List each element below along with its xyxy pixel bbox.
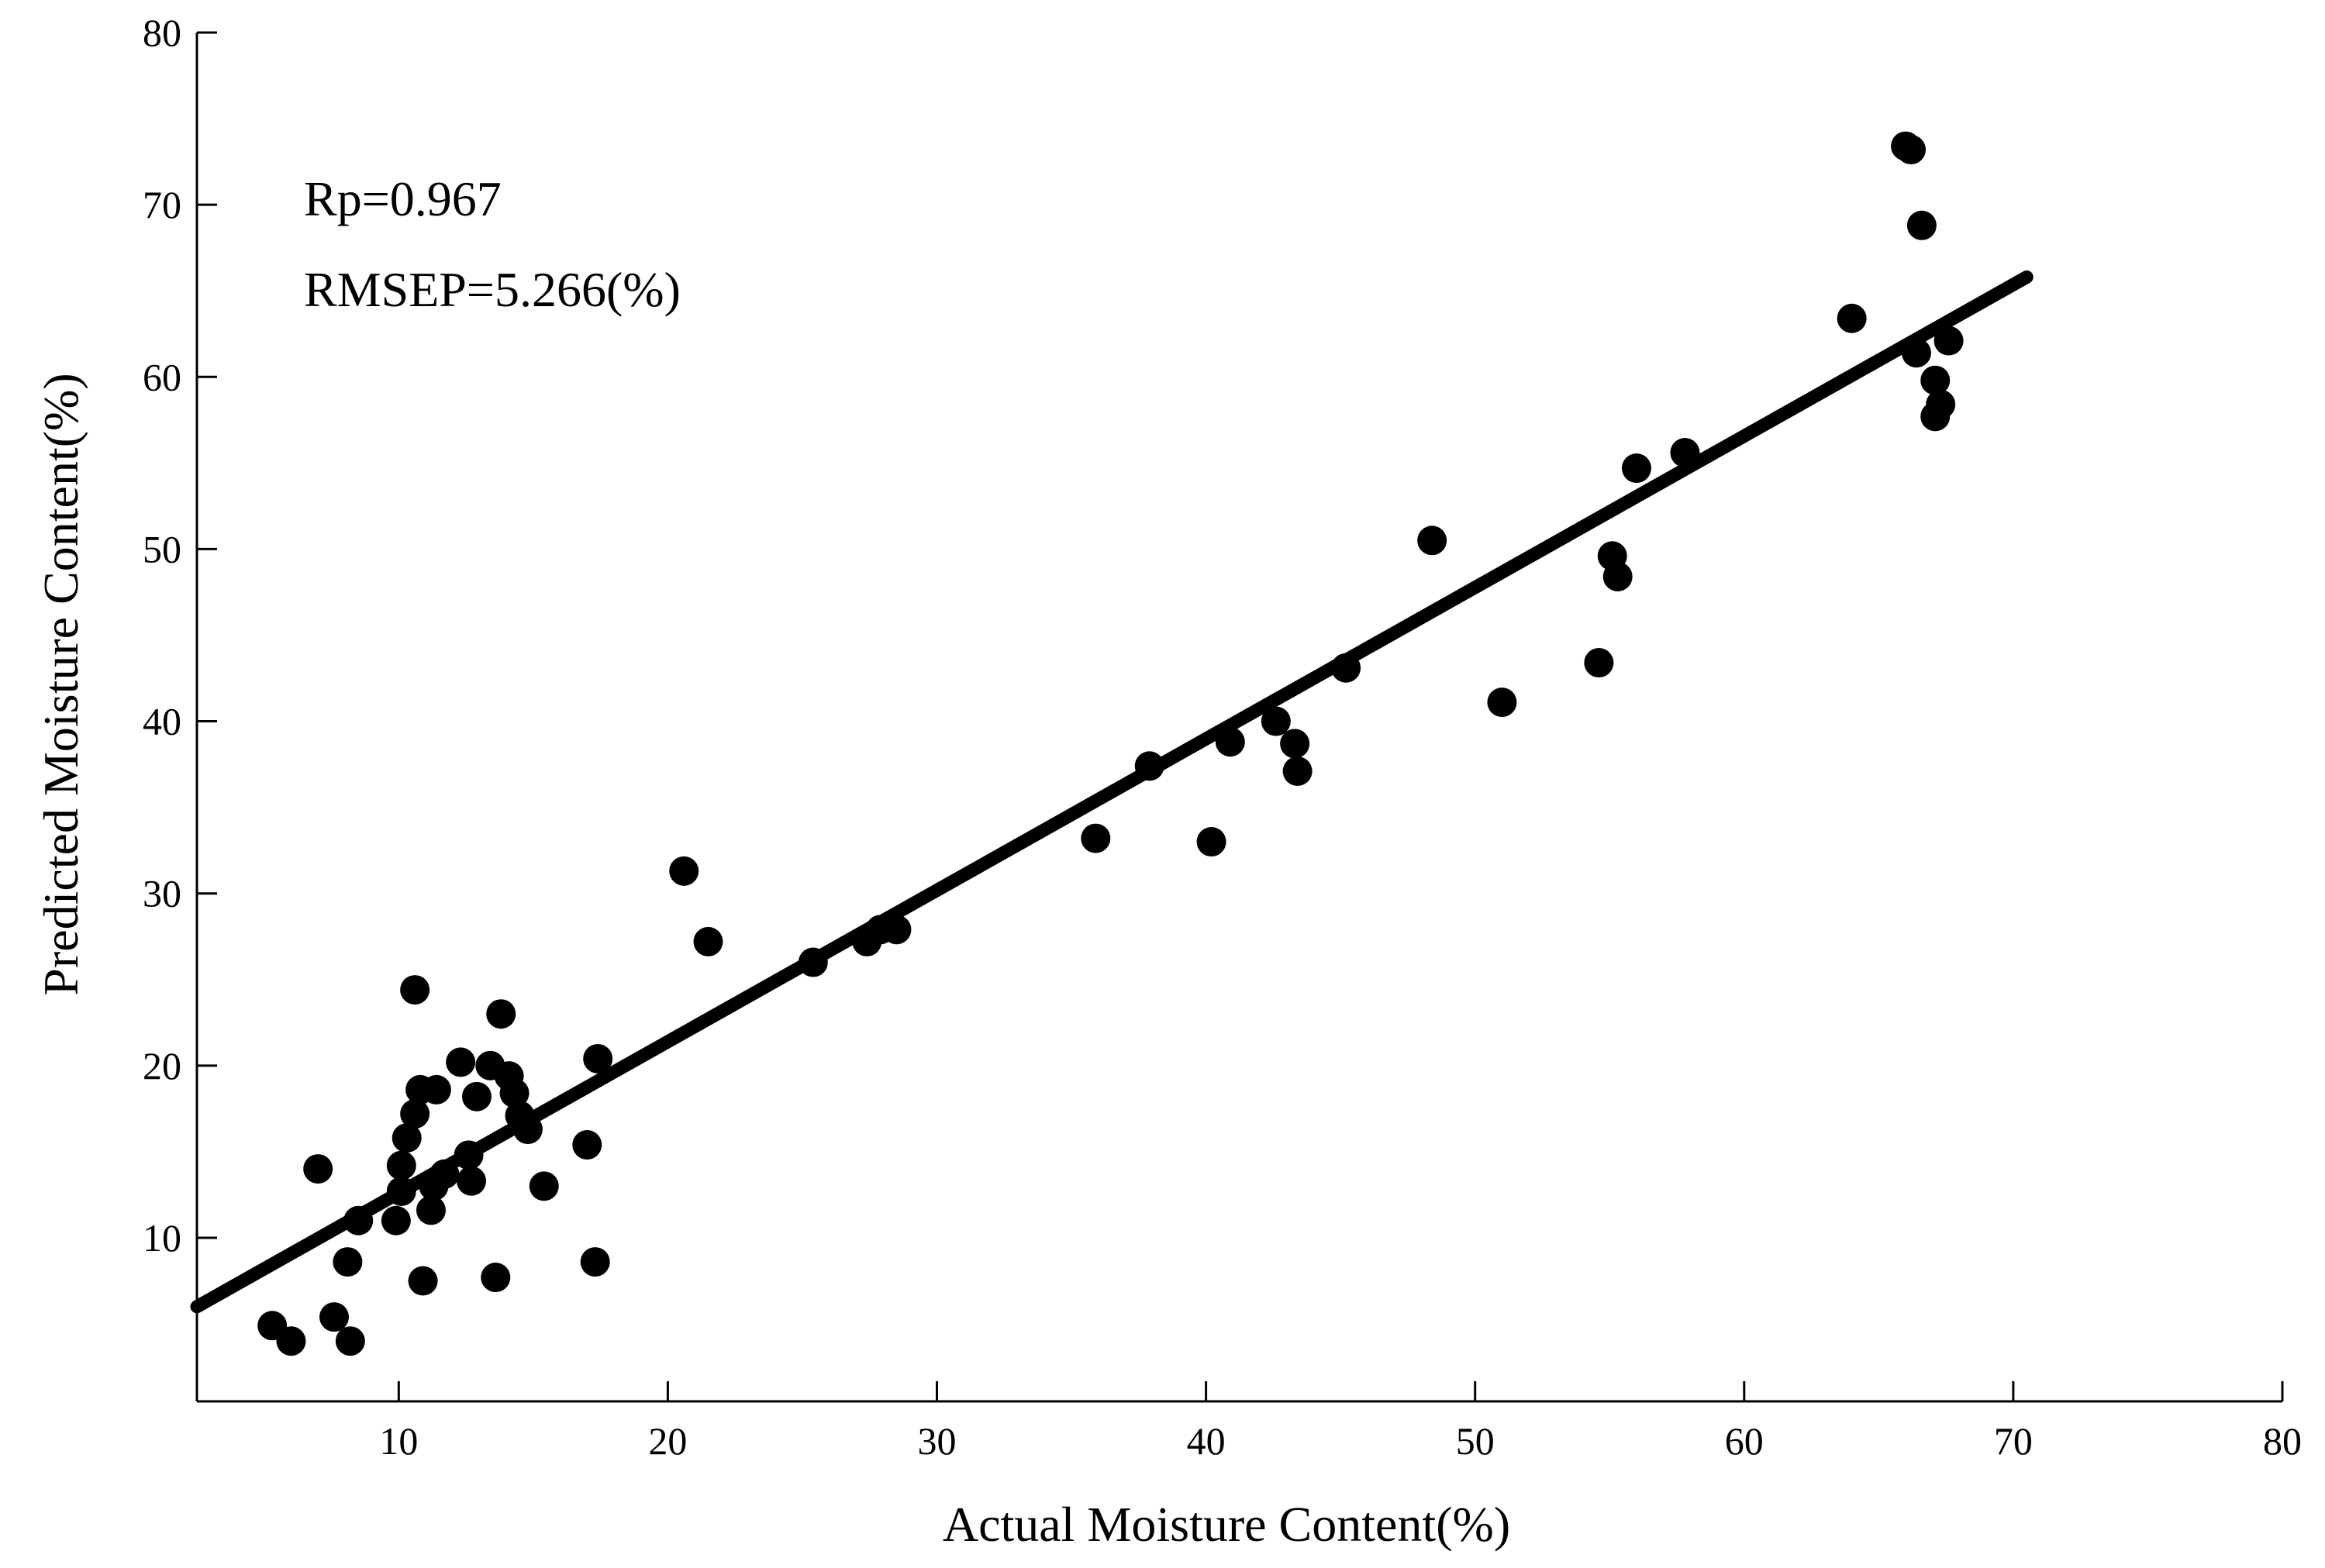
data-point bbox=[1901, 338, 1931, 368]
rmsep-annotation: RMSEP=5.266(%) bbox=[304, 262, 681, 317]
data-point bbox=[1896, 135, 1927, 165]
y-tick-label: 40 bbox=[143, 700, 181, 743]
data-point bbox=[303, 1154, 333, 1184]
data-point bbox=[343, 1205, 374, 1235]
data-point bbox=[583, 1043, 613, 1073]
x-tick-label: 10 bbox=[379, 1419, 418, 1463]
data-point bbox=[386, 1150, 416, 1180]
data-point bbox=[1602, 561, 1633, 591]
data-point bbox=[461, 1081, 492, 1111]
data-point bbox=[669, 856, 699, 886]
x-tick-label: 40 bbox=[1187, 1419, 1226, 1463]
data-point bbox=[392, 1123, 422, 1153]
data-points bbox=[257, 131, 1964, 1356]
data-point bbox=[1670, 438, 1700, 468]
x-tick-label: 80 bbox=[2263, 1419, 2302, 1463]
data-point bbox=[400, 1099, 430, 1129]
data-point bbox=[512, 1115, 543, 1145]
data-point bbox=[335, 1326, 365, 1356]
data-point bbox=[1920, 365, 1951, 395]
data-point bbox=[1584, 648, 1614, 678]
x-axis-ticks: 10 20 30 40 50 60 70 80 bbox=[379, 1381, 2302, 1463]
data-point bbox=[1331, 653, 1361, 683]
data-point bbox=[1621, 453, 1651, 484]
data-point bbox=[454, 1140, 484, 1170]
data-point bbox=[446, 1047, 476, 1077]
data-point bbox=[580, 1247, 610, 1277]
data-point bbox=[1487, 688, 1517, 718]
data-point bbox=[429, 1159, 460, 1189]
data-point bbox=[499, 1078, 530, 1108]
x-axis-title: Actual Moisture Content(%) bbox=[943, 1497, 1510, 1552]
data-point bbox=[1926, 389, 1956, 419]
y-tick-label: 10 bbox=[143, 1216, 181, 1260]
x-tick-label: 30 bbox=[918, 1419, 957, 1463]
data-point bbox=[416, 1195, 446, 1225]
y-tick-label: 20 bbox=[143, 1044, 181, 1087]
data-point bbox=[421, 1074, 451, 1104]
x-tick-label: 50 bbox=[1456, 1419, 1495, 1463]
data-point bbox=[1417, 526, 1447, 556]
regression-fit-line bbox=[190, 270, 2034, 1314]
axes bbox=[195, 33, 2282, 1403]
data-point bbox=[1280, 729, 1310, 759]
data-point bbox=[486, 999, 516, 1029]
rp-annotation: Rp=0.967 bbox=[304, 171, 502, 226]
data-point bbox=[693, 926, 723, 956]
data-point bbox=[1837, 303, 1867, 333]
data-point bbox=[798, 947, 828, 977]
data-point bbox=[457, 1166, 487, 1196]
data-point bbox=[276, 1326, 306, 1356]
data-point bbox=[1134, 751, 1164, 781]
y-tick-label: 70 bbox=[143, 183, 181, 226]
y-tick-label: 60 bbox=[143, 355, 181, 398]
data-point bbox=[1215, 727, 1245, 757]
data-point bbox=[529, 1171, 559, 1201]
data-point bbox=[1081, 823, 1111, 853]
data-point bbox=[1282, 756, 1313, 786]
data-point bbox=[381, 1205, 411, 1235]
data-point bbox=[1933, 326, 1964, 356]
x-tick-label: 20 bbox=[648, 1419, 687, 1463]
data-point bbox=[1261, 706, 1291, 736]
data-point bbox=[400, 975, 430, 1005]
y-axis-title: Predicted Moisture Content(%) bbox=[33, 373, 88, 995]
x-tick-label: 70 bbox=[1994, 1419, 2033, 1463]
data-point bbox=[333, 1247, 363, 1277]
y-tick-label: 50 bbox=[143, 527, 181, 570]
data-point bbox=[319, 1302, 350, 1332]
data-point bbox=[1196, 827, 1226, 857]
data-point bbox=[881, 915, 912, 945]
data-point bbox=[1906, 210, 1937, 240]
y-axis-ticks: 10 20 30 40 50 60 70 80 bbox=[143, 11, 217, 1260]
data-point bbox=[572, 1130, 602, 1160]
data-point bbox=[386, 1176, 416, 1206]
data-point bbox=[408, 1266, 438, 1296]
data-point bbox=[481, 1263, 511, 1293]
y-tick-label: 80 bbox=[143, 11, 181, 54]
x-tick-label: 60 bbox=[1725, 1419, 1764, 1463]
y-tick-label: 30 bbox=[143, 872, 181, 915]
